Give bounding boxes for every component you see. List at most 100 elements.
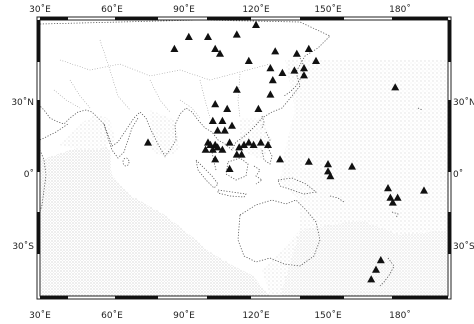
station-marker-21 — [223, 104, 232, 112]
station-marker-5 — [211, 44, 220, 52]
station-marker-25 — [213, 126, 222, 134]
station-marker-45 — [225, 164, 234, 172]
hawaii-outline — [417, 107, 423, 111]
station-marker-15 — [300, 64, 308, 72]
station-marker-55 — [386, 193, 395, 201]
station-marker-37 — [240, 140, 248, 148]
arabian-sea-region — [60, 115, 115, 150]
station-marker-23 — [208, 116, 217, 124]
station-marker-24 — [218, 116, 227, 124]
taiwan-outline — [261, 115, 265, 129]
station-marker-57 — [393, 193, 402, 201]
lon-label-top-0: 30˚E — [29, 4, 51, 15]
lat-label-left-0: 30˚N — [11, 97, 34, 108]
lat-label-right-2: 30˚S — [453, 241, 474, 252]
station-marker-58 — [420, 186, 428, 194]
station-marker-47 — [304, 157, 313, 165]
philippines-outline — [261, 131, 273, 165]
lon-label-bottom-5: 180˚ — [389, 310, 411, 321]
station-marker-27 — [228, 121, 236, 129]
latitude-labels-right: 30˚N 0˚ 30˚S — [453, 97, 474, 252]
station-marker-12 — [266, 64, 275, 72]
station-marker-56 — [388, 198, 397, 206]
station-marker-59 — [376, 256, 385, 264]
station-marker-18 — [266, 90, 275, 98]
station-marker-60 — [372, 265, 380, 273]
station-marker-0 — [184, 32, 193, 40]
station-marker-6 — [216, 49, 224, 57]
station-marker-44 — [237, 150, 246, 158]
station-marker-11 — [312, 56, 320, 64]
station-marker-9 — [292, 49, 301, 57]
station-marker-51 — [348, 162, 356, 170]
africa-coastline — [40, 149, 47, 213]
lon-label-bottom-1: 60˚E — [101, 310, 123, 321]
lat-label-left-1: 0˚ — [24, 169, 34, 180]
lon-label-bottom-4: 150˚E — [314, 310, 342, 321]
station-marker-13 — [278, 68, 287, 76]
station-marker-46 — [276, 155, 284, 163]
arabia-coastline — [40, 123, 69, 141]
longitude-labels-bottom: 30˚E 60˚E 90˚E 120˚E 150˚E 180˚ — [29, 310, 411, 321]
lon-label-bottom-2: 90˚E — [173, 310, 195, 321]
bay-of-bengal-region — [150, 110, 180, 158]
sri-lanka-outline — [122, 157, 130, 167]
lat-label-right-0: 30˚N — [453, 97, 474, 108]
lat-label-right-1: 0˚ — [453, 169, 463, 180]
station-marker-8 — [271, 47, 280, 55]
station-marker-10 — [304, 44, 313, 52]
lon-label-top-5: 180˚ — [389, 4, 411, 15]
station-marker-31 — [213, 143, 222, 151]
map-frame — [36, 16, 452, 300]
australia-coastline — [237, 199, 321, 267]
map-area — [40, 20, 448, 296]
java-outline — [217, 189, 247, 198]
fiji-outline — [391, 211, 399, 219]
station-marker-16 — [268, 76, 277, 84]
political-borders — [53, 39, 271, 119]
station-marker-20 — [211, 100, 220, 108]
lat-label-left-2: 30˚S — [12, 241, 34, 252]
station-marker-1 — [204, 32, 212, 40]
station-marker-35 — [225, 138, 234, 146]
station-marker-19 — [232, 85, 241, 93]
lon-label-top-4: 150˚E — [314, 4, 342, 15]
southern-pacific-region — [280, 220, 448, 296]
indian-ocean-region — [40, 140, 270, 296]
station-marker-61 — [367, 275, 376, 283]
station-marker-34 — [218, 145, 227, 153]
station-marker-49 — [324, 167, 332, 175]
station-marker-7 — [244, 56, 253, 64]
latitude-labels-left: 30˚N 0˚ 30˚S — [11, 97, 34, 252]
station-marker-40 — [256, 138, 265, 146]
station-marker-32 — [208, 145, 217, 153]
station-marker-52 — [144, 138, 152, 146]
station-marker-3 — [252, 20, 260, 28]
longitude-labels-top: 30˚E 60˚E 90˚E 120˚E 150˚E 180˚ — [29, 4, 411, 15]
station-marker-38 — [244, 138, 253, 146]
station-marker-42 — [211, 155, 220, 163]
station-marker-54 — [384, 184, 392, 192]
station-marker-50 — [326, 172, 335, 180]
station-marker-33 — [201, 145, 210, 153]
station-marker-22 — [254, 104, 263, 112]
station-marker-48 — [324, 160, 332, 168]
station-marker-17 — [300, 71, 308, 79]
station-marker-14 — [290, 66, 299, 74]
station-marker-4 — [170, 44, 179, 52]
lon-label-bottom-0: 30˚E — [29, 310, 51, 321]
station-marker-53 — [391, 83, 400, 91]
sulawesi-outline — [253, 165, 263, 185]
new-guinea-outline — [277, 177, 317, 195]
station-marker-2 — [232, 30, 241, 38]
lon-label-bottom-3: 120˚E — [242, 310, 270, 321]
south-china-sea-region — [240, 118, 272, 160]
station-marker-41 — [264, 140, 272, 148]
lon-label-top-2: 90˚E — [173, 4, 195, 15]
station-markers — [144, 20, 428, 283]
station-marker-36 — [235, 143, 244, 151]
station-marker-26 — [220, 126, 229, 134]
new-zealand-outline — [379, 257, 395, 287]
station-marker-39 — [249, 140, 258, 148]
